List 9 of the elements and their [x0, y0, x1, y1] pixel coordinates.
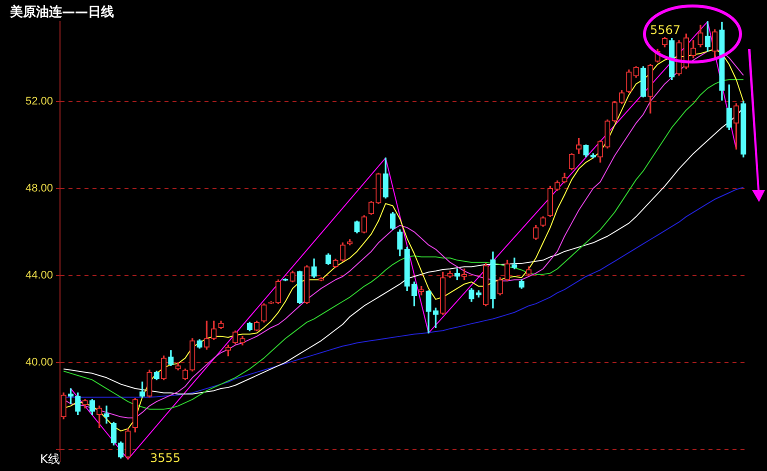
y-tick-label: 52.00 — [25, 95, 53, 108]
chart-title: 美原油连——日线 — [8, 3, 116, 21]
annotation: 3555 — [150, 451, 181, 465]
y-tick-label: 44.00 — [25, 269, 53, 282]
candlestick — [104, 406, 110, 424]
y-tick-label: 48.00 — [25, 182, 53, 194]
y-tick-label: 40.00 — [25, 356, 53, 368]
annotation: 5567 — [650, 23, 681, 37]
text: K线 — [40, 452, 60, 466]
